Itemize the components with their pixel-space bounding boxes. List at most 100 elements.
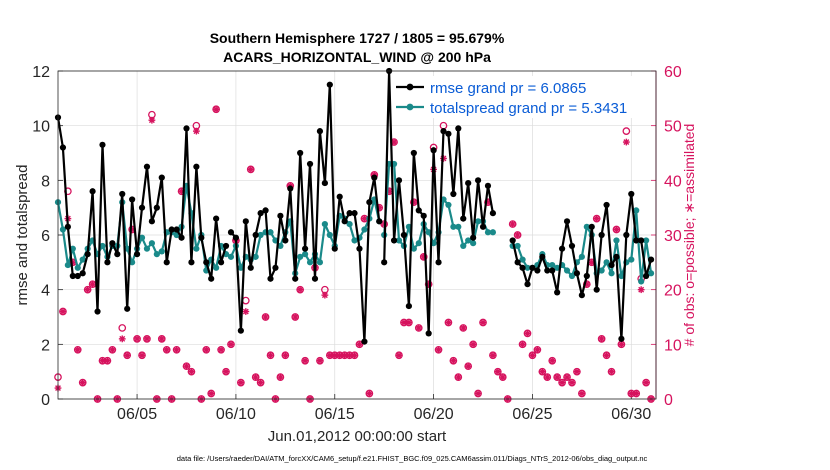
left-tick-label: 4 <box>41 283 50 300</box>
rmse-point <box>484 182 492 189</box>
rmse-point <box>193 163 200 170</box>
obs-assimilated-point <box>395 351 403 359</box>
series-layer <box>54 67 655 345</box>
rmse-point <box>119 190 126 198</box>
rmse-point <box>178 234 185 241</box>
obs-assimilated-point <box>247 166 255 173</box>
totalspread-point <box>148 240 156 247</box>
totalspread-point <box>321 220 328 228</box>
rmse-point <box>638 237 645 244</box>
obs-assimilated-point <box>524 330 531 337</box>
obs-assimilated-point <box>89 280 96 288</box>
totalspread-point <box>361 226 368 233</box>
totalspread-point <box>450 223 457 230</box>
rmse-point <box>262 207 269 214</box>
totalspread-point <box>489 229 497 236</box>
obs-assimilated-point <box>563 373 571 381</box>
rmse-point <box>474 177 482 184</box>
totalspread-point <box>395 237 403 244</box>
rmse-point <box>425 330 432 337</box>
totalspread-point <box>583 223 590 230</box>
rmse-point <box>79 270 86 277</box>
rmse-point <box>143 163 151 170</box>
totalspread-point <box>613 237 620 244</box>
rmse-point <box>554 289 561 296</box>
obs-assimilated-point <box>123 351 131 359</box>
obs-assimilated-point <box>405 319 413 326</box>
rmse-point <box>198 234 205 241</box>
totalspread-point <box>267 229 274 236</box>
obs-assimilated-point <box>449 357 457 365</box>
rmse-point <box>227 229 235 236</box>
obs-assimilated-point <box>642 379 650 386</box>
obs-assimilated-point <box>479 319 487 326</box>
rmse-point <box>59 144 67 151</box>
obs-assimilated-point <box>321 291 329 299</box>
obs-assimilated-point <box>622 138 630 146</box>
rmse-point <box>519 264 526 271</box>
rmse-point <box>188 259 195 266</box>
rmse-point <box>479 223 487 230</box>
obs-assimilated-point <box>202 346 210 354</box>
rmse-point <box>366 199 373 206</box>
totalspread-point <box>484 229 492 236</box>
rmse-point <box>104 259 111 266</box>
obs-assimilated-point <box>637 286 645 294</box>
rmse-point <box>69 272 76 280</box>
rmse-point <box>153 204 160 211</box>
obs-assimilated-point <box>296 286 304 294</box>
rmse-point <box>252 231 259 239</box>
legend-spread-marker <box>406 103 414 111</box>
totalspread-point <box>598 267 605 274</box>
right-tick-label: 50 <box>664 119 682 136</box>
obs-assimilated-point <box>435 346 442 354</box>
rmse-point <box>405 302 412 310</box>
rmse-point <box>158 174 165 181</box>
totalspread-point <box>578 253 585 260</box>
totalspread-point <box>568 272 576 280</box>
rmse-point <box>603 201 610 209</box>
rmse-point <box>534 267 541 274</box>
totalspread-point <box>64 261 71 269</box>
obs-assimilated-point <box>291 313 299 321</box>
x-tick-label: 06/05 <box>117 406 157 423</box>
totalspread-point <box>563 267 571 274</box>
obs-assimilated-point <box>415 324 423 332</box>
obs-assimilated-point <box>237 379 245 386</box>
totalspread-point <box>143 245 151 252</box>
obs-assimilated-point <box>598 335 606 343</box>
obs-assimilated-point <box>529 351 536 359</box>
obs-assimilated-point <box>183 362 190 370</box>
rmse-point <box>287 185 294 192</box>
rmse-point <box>549 267 556 274</box>
rmse-point <box>222 242 230 250</box>
right-tick-label: 40 <box>664 173 682 190</box>
rmse-point <box>415 207 422 214</box>
obs-assimilated-point <box>361 215 368 222</box>
rmse-point <box>94 308 101 315</box>
obs-assimilated-point <box>281 351 289 359</box>
obs-assimilated-point <box>108 346 116 354</box>
rmse-point <box>395 177 403 184</box>
right-axis-label: # of obs: o=possible; ∗=assimilated <box>681 124 697 347</box>
rmse-point <box>613 253 620 260</box>
obs-assimilated-point <box>207 390 215 397</box>
rmse-point <box>509 237 516 244</box>
rmse-point <box>361 338 368 345</box>
rmse-point <box>247 264 254 271</box>
obs-assimilated-point <box>188 368 195 376</box>
totalspread-point <box>445 201 452 209</box>
rmse-point <box>524 281 531 288</box>
obs-assimilated-point <box>163 346 171 354</box>
rmse-point <box>331 245 338 252</box>
totalspread-point <box>237 264 244 271</box>
rmse-point <box>341 218 348 225</box>
rmse-point <box>272 264 279 271</box>
rmse-point <box>306 160 314 168</box>
obs-assimilated-point <box>104 357 111 365</box>
right-tick-label: 30 <box>664 228 682 245</box>
rmse-point <box>529 264 536 271</box>
rmse-series <box>54 67 655 345</box>
right-tick-label: 60 <box>664 64 682 81</box>
